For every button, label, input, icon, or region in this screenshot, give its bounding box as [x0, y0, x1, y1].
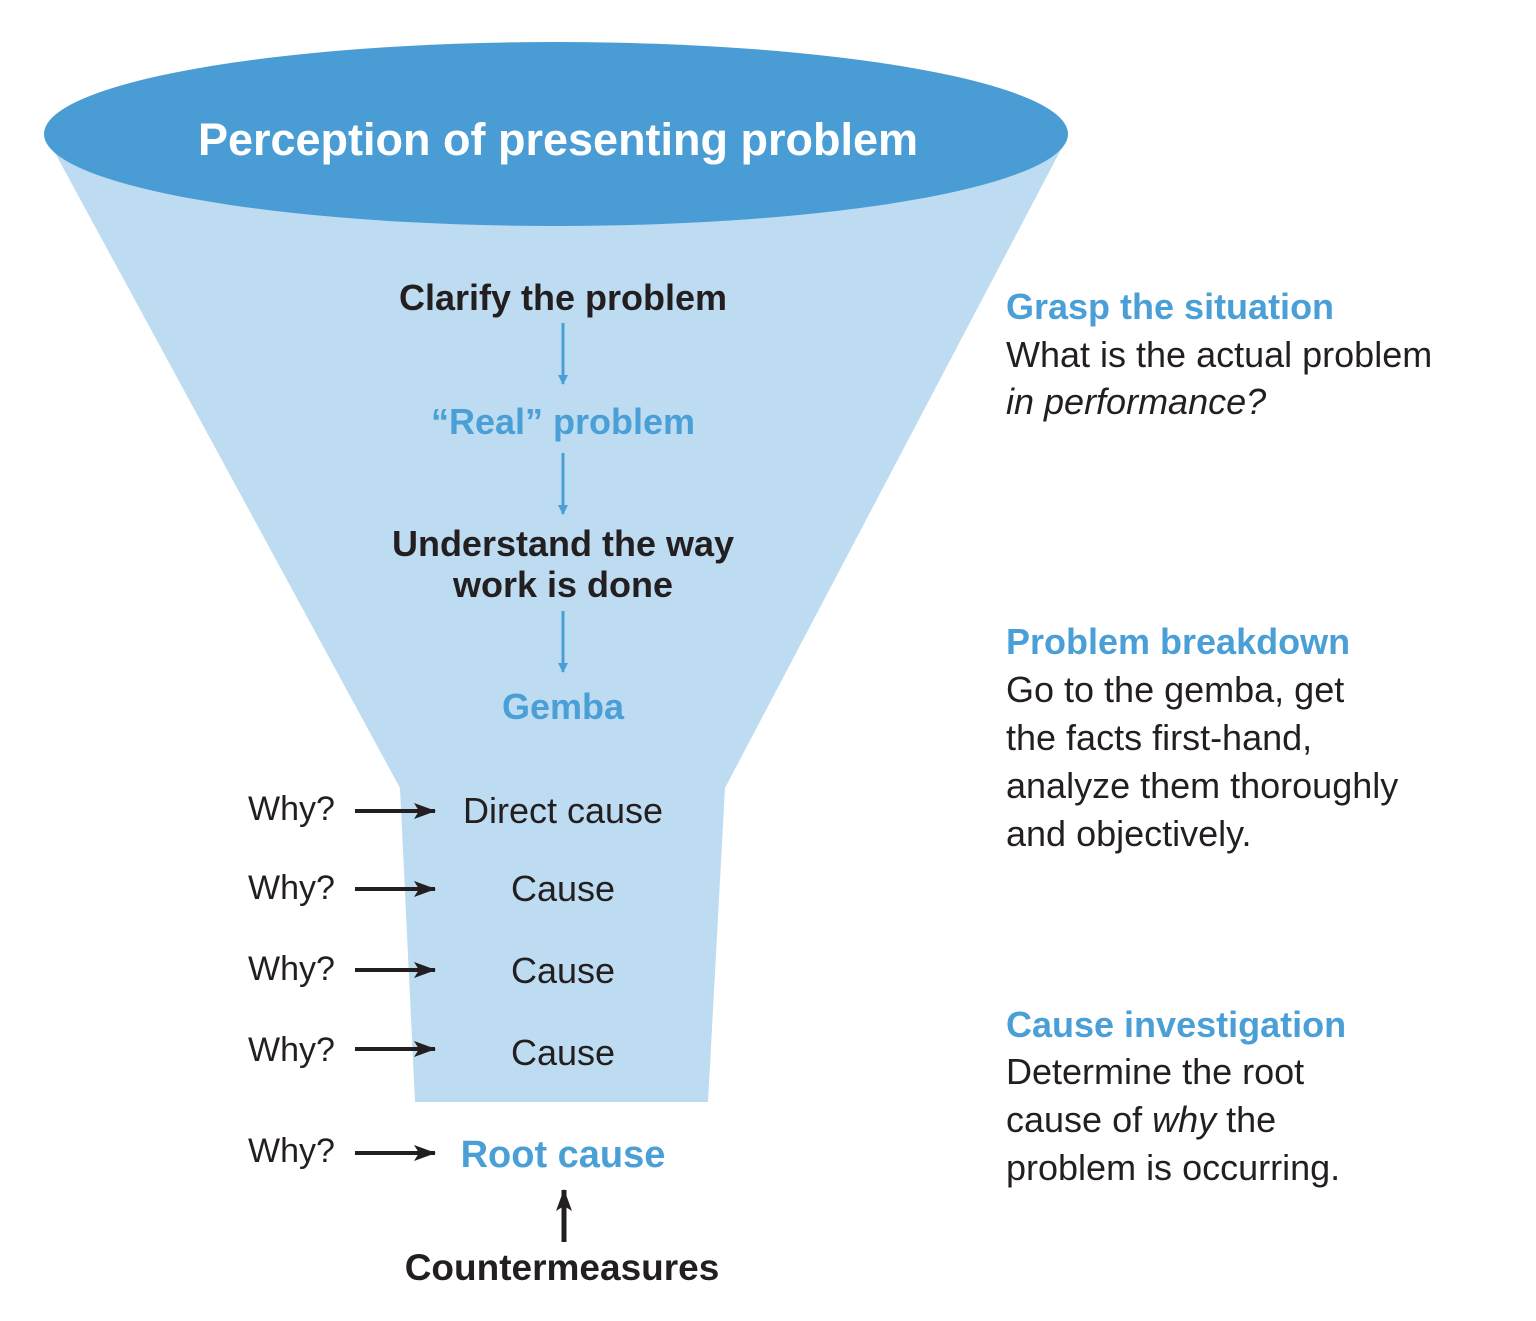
- why-label: Why?: [248, 950, 335, 988]
- why-label: Why?: [248, 1132, 335, 1170]
- step-gemba: Gemba: [502, 686, 625, 727]
- step-understand-line1: Understand the way: [392, 523, 734, 564]
- section-text: cause of why the: [1006, 1099, 1276, 1140]
- section-text: the facts first-hand,: [1006, 717, 1312, 758]
- root-cause: Root cause: [461, 1134, 666, 1176]
- top-label: Perception of presenting problem: [198, 114, 918, 165]
- section-text: and objectively.: [1006, 813, 1251, 854]
- section-cause-investigation: Cause investigation Determine the root c…: [1006, 1004, 1346, 1188]
- why-label: Why?: [248, 869, 335, 907]
- step-clarify: Clarify the problem: [399, 277, 727, 318]
- section-heading: Grasp the situation: [1006, 286, 1334, 327]
- funnel-top-ellipse: [44, 42, 1068, 226]
- step-real-problem: “Real” problem: [431, 401, 695, 442]
- why-label: Why?: [248, 1031, 335, 1069]
- cause-direct: Direct cause: [463, 790, 663, 831]
- cause: Cause: [511, 950, 615, 991]
- cause: Cause: [511, 868, 615, 909]
- section-text: in performance?: [1006, 381, 1266, 422]
- section-heading: Problem breakdown: [1006, 621, 1350, 662]
- section-text: Determine the root: [1006, 1051, 1304, 1092]
- step-understand-line2: work is done: [452, 564, 673, 605]
- section-problem-breakdown: Problem breakdown Go to the gemba, get t…: [1006, 621, 1398, 854]
- countermeasures: Countermeasures: [405, 1247, 720, 1288]
- section-heading: Cause investigation: [1006, 1004, 1346, 1045]
- section-text: analyze them thoroughly: [1006, 765, 1398, 806]
- cause: Cause: [511, 1032, 615, 1073]
- section-text: problem is occurring.: [1006, 1147, 1340, 1188]
- funnel-body: [48, 140, 1066, 1102]
- section-text: Go to the gemba, get: [1006, 669, 1344, 710]
- why-rows: Why? Direct cause Why? Cause Why? Cause …: [248, 790, 665, 1176]
- section-grasp-situation: Grasp the situation What is the actual p…: [1006, 286, 1432, 422]
- why-label: Why?: [248, 790, 335, 828]
- section-text: What is the actual problem: [1006, 334, 1432, 375]
